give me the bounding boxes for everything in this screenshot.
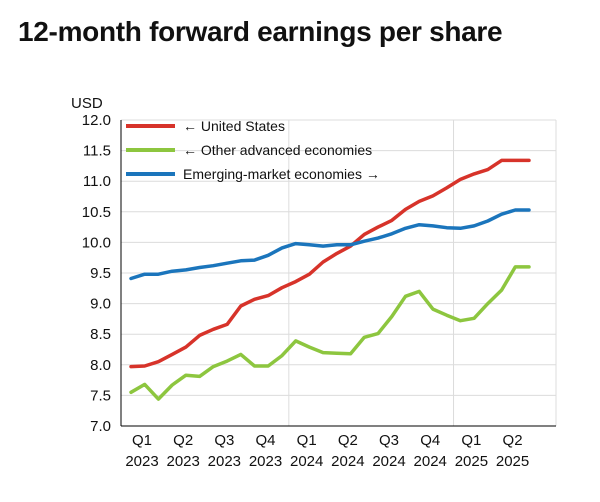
y-tick-label: 7.0 — [90, 418, 111, 435]
y-tick-label: 8.0 — [90, 357, 111, 374]
x-tick-year-label: 2024 — [290, 453, 323, 470]
x-tick-year-label: 2024 — [372, 453, 405, 470]
x-tick-quarter-label: Q3 — [379, 432, 399, 449]
x-tick-quarter-label: Q4 — [420, 432, 440, 449]
y-tick-label: 9.0 — [90, 296, 111, 313]
x-tick-year-label: 2024 — [414, 453, 447, 470]
x-tick-quarter-label: Q2 — [503, 432, 523, 449]
x-tick-year-label: 2023 — [249, 453, 282, 470]
legend-label-united-states: ← United States — [183, 118, 285, 134]
x-tick-quarter-label: Q1 — [461, 432, 481, 449]
y-axis-unit-label: USD — [71, 95, 103, 112]
y-tick-label: 10.0 — [82, 234, 111, 251]
x-tick-year-label: 2024 — [331, 453, 364, 470]
series-line-other-advanced-economies — [129, 265, 531, 401]
x-tick-year-label: 2023 — [125, 453, 158, 470]
y-tick-label: 7.5 — [90, 387, 111, 404]
legend-label-other-advanced-economies: ← Other advanced economies — [183, 142, 372, 158]
y-tick-label: 8.5 — [90, 326, 111, 343]
axes: 7.0 7.5 8.0 8.5 9.0 9.5 10.0 10.5 11.0 11.5 12.0 Q1… — [82, 112, 556, 470]
legend-label-emerging-market-economies: Emerging-market economies → — [183, 166, 380, 182]
gridlines — [121, 119, 557, 426]
series-line-emerging-market-economies — [129, 208, 531, 281]
x-tick-quarter-label: Q2 — [338, 432, 358, 449]
x-tick-quarter-label: Q4 — [256, 432, 276, 449]
x-tick-quarter-label: Q2 — [173, 432, 193, 449]
chart-title: 12-month forward earnings per share — [18, 16, 503, 47]
y-tick-label: 9.5 — [90, 265, 111, 282]
y-tick-label: 12.0 — [82, 112, 111, 129]
legend: ← United States ← Other advanced economie… — [126, 118, 380, 182]
y-tick-label: 10.5 — [82, 204, 111, 221]
series-lines — [129, 158, 531, 401]
x-tick-year-label: 2023 — [208, 453, 241, 470]
x-tick-quarter-label: Q1 — [297, 432, 317, 449]
y-tick-label: 11.0 — [83, 173, 111, 190]
y-tick-label: 11.5 — [83, 143, 111, 160]
x-tick-quarter-label: Q1 — [132, 432, 152, 449]
x-tick-year-label: 2025 — [496, 453, 529, 470]
series-line-united-states — [129, 158, 531, 369]
x-tick-quarter-label: Q3 — [214, 432, 234, 449]
x-tick-year-label: 2023 — [166, 453, 199, 470]
x-tick-year-label: 2025 — [455, 453, 488, 470]
